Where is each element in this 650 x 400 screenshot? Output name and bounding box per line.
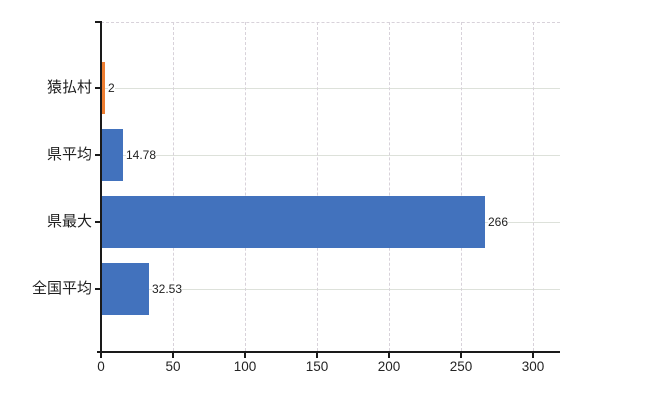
bar (102, 129, 123, 181)
gridline-vertical (245, 22, 246, 351)
x-axis-tick (172, 353, 174, 358)
value-label: 2 (108, 80, 115, 96)
value-label: 14.78 (126, 147, 157, 163)
gridline-vertical (317, 22, 318, 351)
x-tick-label: 250 (449, 359, 473, 374)
x-axis-tick (388, 353, 390, 358)
x-axis-tick (316, 353, 318, 358)
gridline-horizontal (102, 155, 560, 156)
category-label: 猿払村 (46, 79, 92, 96)
y-axis-top-tick (95, 21, 102, 23)
x-tick-label: 100 (233, 359, 257, 374)
y-axis-tick (95, 221, 100, 223)
category-label: 全国平均 (31, 280, 92, 297)
bar (102, 62, 105, 114)
gridline-vertical (533, 22, 534, 351)
y-axis-line (100, 22, 102, 353)
x-axis-tick (244, 353, 246, 358)
gridline-vertical (173, 22, 174, 351)
x-tick-label: 0 (97, 359, 105, 374)
gridline-horizontal (102, 88, 560, 89)
value-label: 32.53 (152, 281, 183, 297)
y-axis-tick (95, 288, 100, 290)
x-tick-label: 150 (305, 359, 329, 374)
x-tick-label: 300 (521, 359, 545, 374)
bar (102, 263, 149, 315)
y-axis-tick (95, 154, 100, 156)
bar (102, 196, 485, 248)
gridline-vertical (461, 22, 462, 351)
x-tick-label: 200 (377, 359, 401, 374)
x-axis-line (97, 351, 560, 353)
gridline-horizontal (102, 289, 560, 290)
x-axis-tick (532, 353, 534, 358)
x-tick-label: 50 (165, 359, 181, 374)
category-label: 県平均 (46, 146, 92, 163)
y-axis-tick (95, 87, 100, 89)
gridline-vertical (389, 22, 390, 351)
x-axis-tick (100, 353, 102, 358)
value-label: 266 (488, 214, 509, 230)
x-axis-tick (460, 353, 462, 358)
plot-top-border (101, 22, 560, 23)
category-label: 県最大 (46, 213, 92, 230)
